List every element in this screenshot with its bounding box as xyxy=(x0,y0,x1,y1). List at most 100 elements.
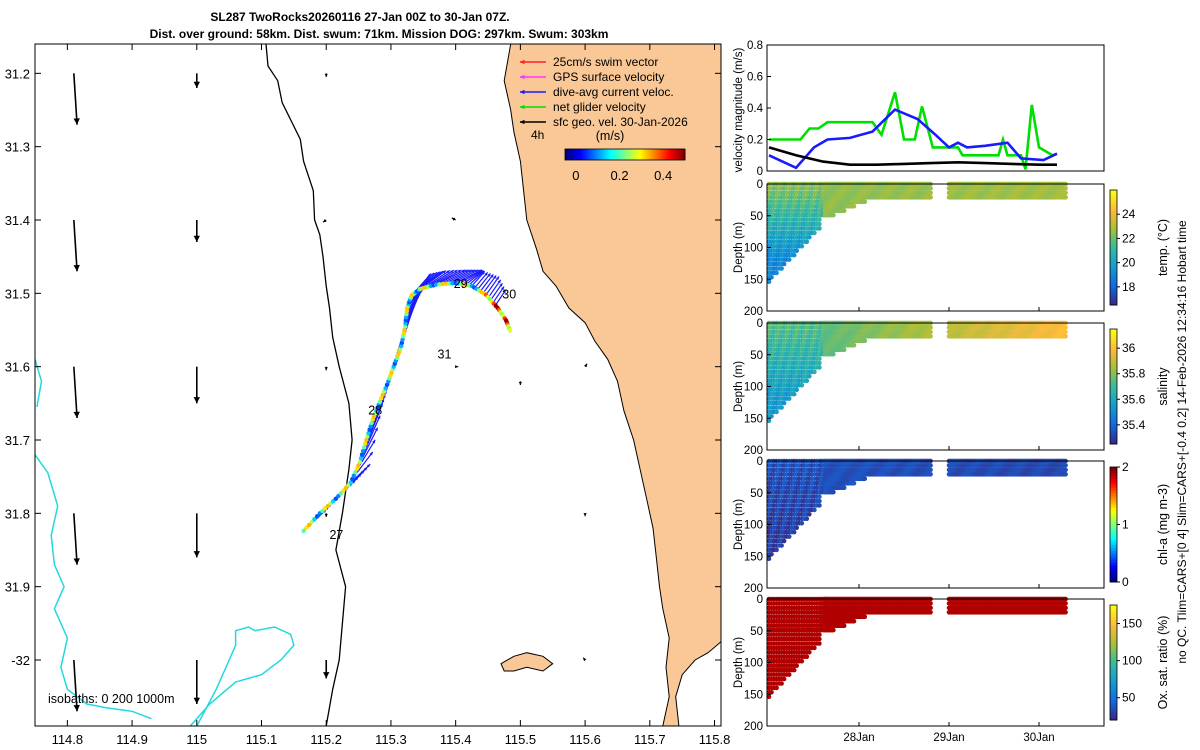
section-sample xyxy=(774,547,779,553)
section-colorbar-cell xyxy=(1110,418,1117,422)
legend-swatch-head xyxy=(520,119,525,125)
section-sample xyxy=(779,543,784,548)
section-colorbar-cell xyxy=(1110,279,1117,283)
track-speed-point xyxy=(401,330,407,336)
current-vector xyxy=(487,279,502,298)
section-sample xyxy=(766,556,772,562)
geo-velocity-arrow-head xyxy=(323,672,330,679)
section-colorbar-cell xyxy=(1110,238,1117,243)
section-colorbar-cell xyxy=(1110,386,1117,390)
colorbar-cell xyxy=(589,149,592,160)
track-speed-point xyxy=(354,466,360,471)
section-colorbar-cell xyxy=(1110,287,1117,292)
velocity-y-tick-label: 0.2 xyxy=(747,135,763,147)
colorbar-cell xyxy=(603,149,606,160)
section-y-tick-label: 200 xyxy=(744,583,763,595)
land-mass xyxy=(503,44,721,726)
track-speed-point xyxy=(363,441,368,446)
section-colorbar-cell xyxy=(1110,550,1117,554)
colorbar-cell xyxy=(655,149,658,160)
title-line2: Dist. over ground: 58km. Dist. swum: 71k… xyxy=(150,27,609,41)
section-y-tick-label: 100 xyxy=(744,520,763,532)
colorbar-cell xyxy=(649,149,652,160)
current-vector xyxy=(490,282,503,301)
section-colorbar-cell xyxy=(1110,331,1117,336)
map-x-tick-label: 115 xyxy=(186,732,207,747)
colorbar-cell xyxy=(611,149,614,160)
current-vector xyxy=(468,270,485,286)
track-speed-point xyxy=(381,389,387,394)
section-colorbar-cell xyxy=(1110,484,1117,488)
section-sample xyxy=(769,414,774,419)
colorbar-cell xyxy=(661,149,664,160)
section-colorbar: 35.435.635.836 xyxy=(1109,328,1146,445)
track-speed-point xyxy=(507,328,513,333)
current-vector-head xyxy=(474,269,479,273)
current-vector-head xyxy=(500,286,505,291)
current-vector-head xyxy=(369,452,373,456)
section-colorbar-cell xyxy=(1110,415,1117,419)
current-vector xyxy=(432,269,462,286)
section-colorbar-cell xyxy=(1110,423,1117,428)
section-colorbar-cell xyxy=(1110,366,1117,370)
section-color-label: salinity xyxy=(1156,367,1170,406)
section-y-tick-label: 50 xyxy=(750,350,763,362)
section-colorbar-cell xyxy=(1110,267,1117,271)
section-sample xyxy=(774,270,779,276)
section-sample xyxy=(841,347,847,353)
section-colorbar-cell xyxy=(1110,487,1117,491)
section-sample xyxy=(766,279,772,285)
velocity-series xyxy=(768,91,1058,170)
section-sample xyxy=(786,396,792,401)
section-sample xyxy=(804,378,810,384)
section-colorbar-cell xyxy=(1110,564,1117,569)
colorbar-cell xyxy=(609,149,612,160)
legend-swatch-head xyxy=(520,89,525,95)
colorbar-cell xyxy=(583,149,586,160)
legend-label: dive-avg current veloc. xyxy=(553,85,674,99)
colorbar-cell xyxy=(571,149,574,160)
section-colorbar-cell xyxy=(1110,241,1117,246)
track-speed-point xyxy=(366,431,371,436)
section-colorbar-cell xyxy=(1110,299,1117,303)
track-speed-point xyxy=(312,517,317,522)
current-vector-head xyxy=(502,289,506,294)
section-sample xyxy=(841,208,847,213)
section-sample xyxy=(831,351,836,357)
section-colorbar-cell xyxy=(1110,375,1117,379)
colorbar-cell xyxy=(587,149,590,160)
section-sample xyxy=(812,369,817,375)
section-sample xyxy=(812,507,817,513)
colorbar-tick-label: 0 xyxy=(572,168,579,183)
geo-velocity-arrow-head xyxy=(193,551,200,558)
section-sample xyxy=(769,552,774,557)
section-sample xyxy=(817,636,822,642)
map-x-tick-label: 115.6 xyxy=(569,732,601,747)
section-colorbar-cell xyxy=(1110,501,1117,505)
section-sample xyxy=(799,520,805,526)
map-y-tick-label: 31.9 xyxy=(5,580,30,595)
section-sample xyxy=(769,690,774,695)
section-colorbar-cell xyxy=(1110,261,1117,266)
section-y-tick-label: 0 xyxy=(757,318,763,330)
section-sample xyxy=(1063,195,1068,200)
geo-velocity-arrow-head xyxy=(583,363,588,368)
section-colorbar-cell xyxy=(1110,253,1117,257)
current-vector xyxy=(474,271,489,289)
current-vector-head xyxy=(457,270,462,273)
current-vector xyxy=(482,275,497,294)
section-y-tick-label: 150 xyxy=(744,413,763,425)
section-sample xyxy=(799,658,805,664)
section-colorbar-cell xyxy=(1110,398,1117,402)
section-colorbar-cell xyxy=(1110,352,1117,356)
section-colorbar-cell xyxy=(1110,284,1117,289)
colorbar-cell xyxy=(631,149,634,160)
map-x-tick-label: 115.4 xyxy=(440,732,472,747)
track-speed-point xyxy=(377,399,383,405)
section-sample xyxy=(928,195,933,200)
section-sample xyxy=(1063,325,1068,330)
colorbar-cell xyxy=(659,149,662,160)
map-x-tick-label: 115.7 xyxy=(634,732,666,747)
